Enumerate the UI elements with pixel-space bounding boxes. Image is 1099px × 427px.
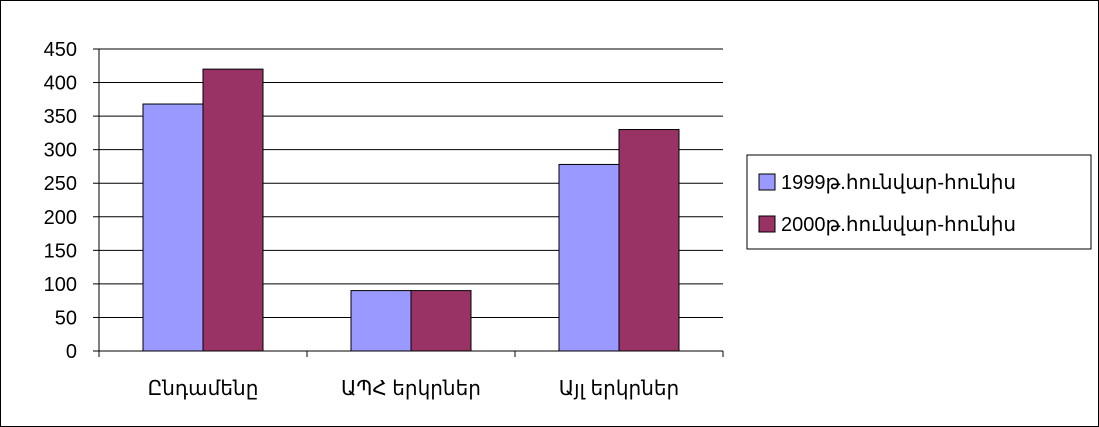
legend-swatch xyxy=(758,173,776,191)
bar-1-2 xyxy=(350,290,412,352)
legend-label: 2000թ.հունվար-հունիս xyxy=(781,214,1016,236)
legend: 1999թ.հունվար-հունիս 2000թ.հունվար-հունիս xyxy=(746,154,1092,250)
y-tick-label: 100 xyxy=(44,274,77,296)
y-tick-label: 400 xyxy=(44,73,77,95)
bar-1-1 xyxy=(142,103,204,352)
y-tick-label: 150 xyxy=(44,240,77,262)
bar-2-3 xyxy=(618,129,680,352)
legend-swatch xyxy=(758,215,776,233)
y-tick-label: 250 xyxy=(44,173,77,195)
axes xyxy=(93,48,724,357)
y-tick-label: 200 xyxy=(44,207,77,229)
category-labels: Ընդամենը ԱՊՀ երկրներ Այլ երկրներ xyxy=(148,378,680,400)
y-tick-label: 300 xyxy=(44,140,77,162)
y-tick-label: 350 xyxy=(44,106,77,128)
y-tick-label: 450 xyxy=(44,39,77,61)
y-tick-label: 0 xyxy=(66,341,77,363)
bars xyxy=(142,68,680,352)
y-tick-label: 50 xyxy=(55,307,77,329)
legend-box xyxy=(746,154,1092,250)
bar-2-1 xyxy=(202,68,264,352)
y-tick-labels: 0 50 100 150 200 250 300 350 400 450 xyxy=(44,39,77,363)
bar-2-2 xyxy=(410,290,472,352)
category-label: ԱՊՀ երկրներ xyxy=(341,378,481,400)
legend-label: 1999թ.հունվար-հունիս xyxy=(781,172,1016,194)
bar-1-3 xyxy=(558,163,620,352)
category-label: Ընդամենը xyxy=(148,378,259,400)
category-label: Այլ երկրներ xyxy=(559,378,679,400)
